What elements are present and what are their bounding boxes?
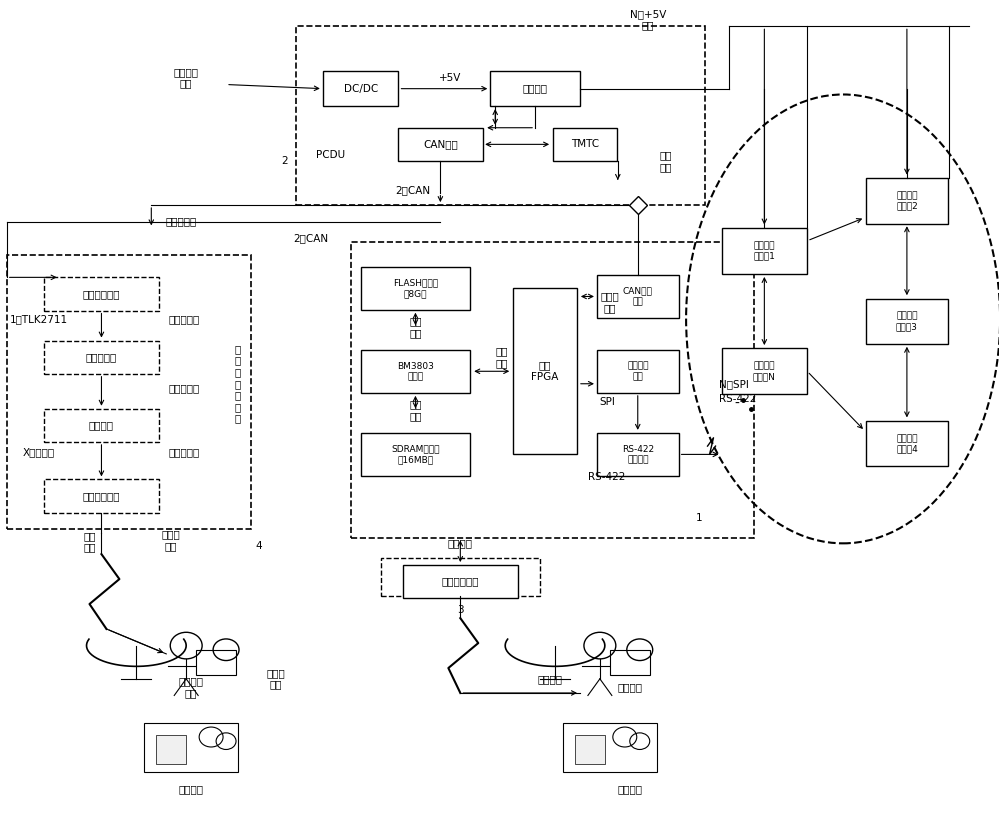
FancyBboxPatch shape (610, 650, 650, 675)
Text: 配电开关: 配电开关 (523, 83, 548, 93)
Text: 地面处理: 地面处理 (179, 785, 204, 795)
Text: 4: 4 (256, 540, 262, 550)
Text: 遥测遥控: 遥测遥控 (538, 674, 563, 684)
Text: SPI: SPI (599, 397, 615, 407)
Text: 3: 3 (457, 605, 464, 615)
Text: BM3803
处理器: BM3803 处理器 (397, 362, 434, 381)
Text: N路+5V
供电: N路+5V 供电 (630, 9, 666, 31)
Text: 测控通信组件: 测控通信组件 (442, 576, 479, 586)
Text: 星务
FPGA: 星务 FPGA (531, 360, 559, 382)
FancyBboxPatch shape (156, 736, 186, 765)
Text: 微振动数据: 微振动数据 (169, 447, 200, 457)
Text: 2路CAN: 2路CAN (293, 234, 328, 244)
Text: 微振动数据: 微振动数据 (169, 314, 200, 324)
FancyBboxPatch shape (563, 723, 657, 772)
FancyBboxPatch shape (553, 128, 617, 161)
FancyBboxPatch shape (597, 275, 679, 318)
Text: PCDU: PCDU (316, 150, 345, 160)
Text: 地面处理: 地面处理 (617, 785, 642, 795)
FancyBboxPatch shape (44, 409, 159, 442)
Text: 电压接口
电路: 电压接口 电路 (627, 362, 649, 381)
Text: FLASH存储器
（8G）: FLASH存储器 （8G） (393, 279, 438, 298)
Text: +5V: +5V (439, 73, 462, 83)
Text: DC/DC: DC/DC (344, 83, 378, 93)
FancyBboxPatch shape (44, 340, 159, 374)
Text: 存储
读写: 存储 读写 (409, 399, 422, 421)
FancyBboxPatch shape (866, 178, 948, 224)
Text: 配电
控制: 配电 控制 (660, 150, 672, 172)
FancyBboxPatch shape (361, 433, 470, 476)
Text: 测控基站: 测控基站 (617, 682, 642, 692)
FancyBboxPatch shape (490, 71, 580, 106)
Text: 路由处理单机: 路由处理单机 (83, 289, 120, 299)
Text: 微振动采
集模块1: 微振动采 集模块1 (753, 241, 775, 260)
Text: X波段输出: X波段输出 (23, 447, 55, 457)
FancyBboxPatch shape (144, 723, 238, 772)
FancyBboxPatch shape (361, 349, 470, 393)
Text: RS-422
接口电路: RS-422 接口电路 (622, 445, 654, 464)
Text: 星载计
算机: 星载计 算机 (600, 292, 619, 313)
FancyBboxPatch shape (722, 349, 807, 394)
Text: 微振动采
集模块N: 微振动采 集模块N (753, 362, 776, 381)
FancyBboxPatch shape (196, 650, 236, 675)
Text: RS-422: RS-422 (588, 472, 626, 482)
Text: 数传一体机: 数传一体机 (86, 352, 117, 362)
Text: 星上一次
电源: 星上一次 电源 (174, 67, 199, 88)
FancyBboxPatch shape (866, 299, 948, 344)
Text: 数
据
传
输
分
系
统: 数 据 传 输 分 系 统 (235, 344, 241, 424)
Text: 1: 1 (696, 514, 703, 524)
Text: CAN接口: CAN接口 (423, 139, 458, 149)
Text: -: - (734, 397, 739, 410)
Text: 微振动采
集模块4: 微振动采 集模块4 (896, 434, 918, 454)
Text: 微振动
数据: 微振动 数据 (267, 668, 285, 690)
FancyBboxPatch shape (597, 349, 679, 393)
Text: 2路CAN: 2路CAN (396, 185, 431, 195)
Text: N路SPI: N路SPI (719, 379, 749, 389)
FancyBboxPatch shape (513, 289, 577, 455)
FancyBboxPatch shape (597, 433, 679, 476)
Text: 存储
读写: 存储 读写 (409, 316, 422, 338)
Text: 数传接收
基站: 数传接收 基站 (179, 676, 204, 698)
FancyBboxPatch shape (44, 480, 159, 513)
FancyBboxPatch shape (44, 278, 159, 310)
FancyBboxPatch shape (575, 736, 605, 765)
FancyBboxPatch shape (323, 71, 398, 106)
Text: 通信
接口: 通信 接口 (496, 346, 508, 368)
Text: 2: 2 (281, 156, 288, 166)
Text: 数传星地天线: 数传星地天线 (83, 491, 120, 501)
Text: RS-422: RS-422 (719, 394, 757, 404)
FancyBboxPatch shape (361, 267, 470, 309)
Text: 微振动数据: 微振动数据 (166, 217, 197, 227)
Text: CAN接口
电路: CAN接口 电路 (623, 287, 653, 306)
Text: 遥测遥控: 遥测遥控 (448, 538, 473, 548)
FancyBboxPatch shape (722, 228, 807, 274)
FancyBboxPatch shape (403, 565, 518, 598)
Text: TMTC: TMTC (571, 139, 599, 149)
Text: SDRAM存储器
（16MB）: SDRAM存储器 （16MB） (391, 445, 440, 464)
FancyBboxPatch shape (398, 128, 483, 161)
Text: 微振动
数据: 微振动 数据 (162, 530, 181, 550)
FancyBboxPatch shape (866, 420, 948, 466)
Text: 微振动数据: 微振动数据 (169, 383, 200, 393)
Text: 1路TLK2711: 1路TLK2711 (10, 314, 68, 324)
Text: 无线
数传: 无线 数传 (83, 531, 96, 552)
Text: 微振动采
集模块2: 微振动采 集模块2 (896, 191, 918, 210)
Text: 微振动采
集模块3: 微振动采 集模块3 (896, 312, 918, 331)
Text: 微波开关: 微波开关 (89, 420, 114, 430)
